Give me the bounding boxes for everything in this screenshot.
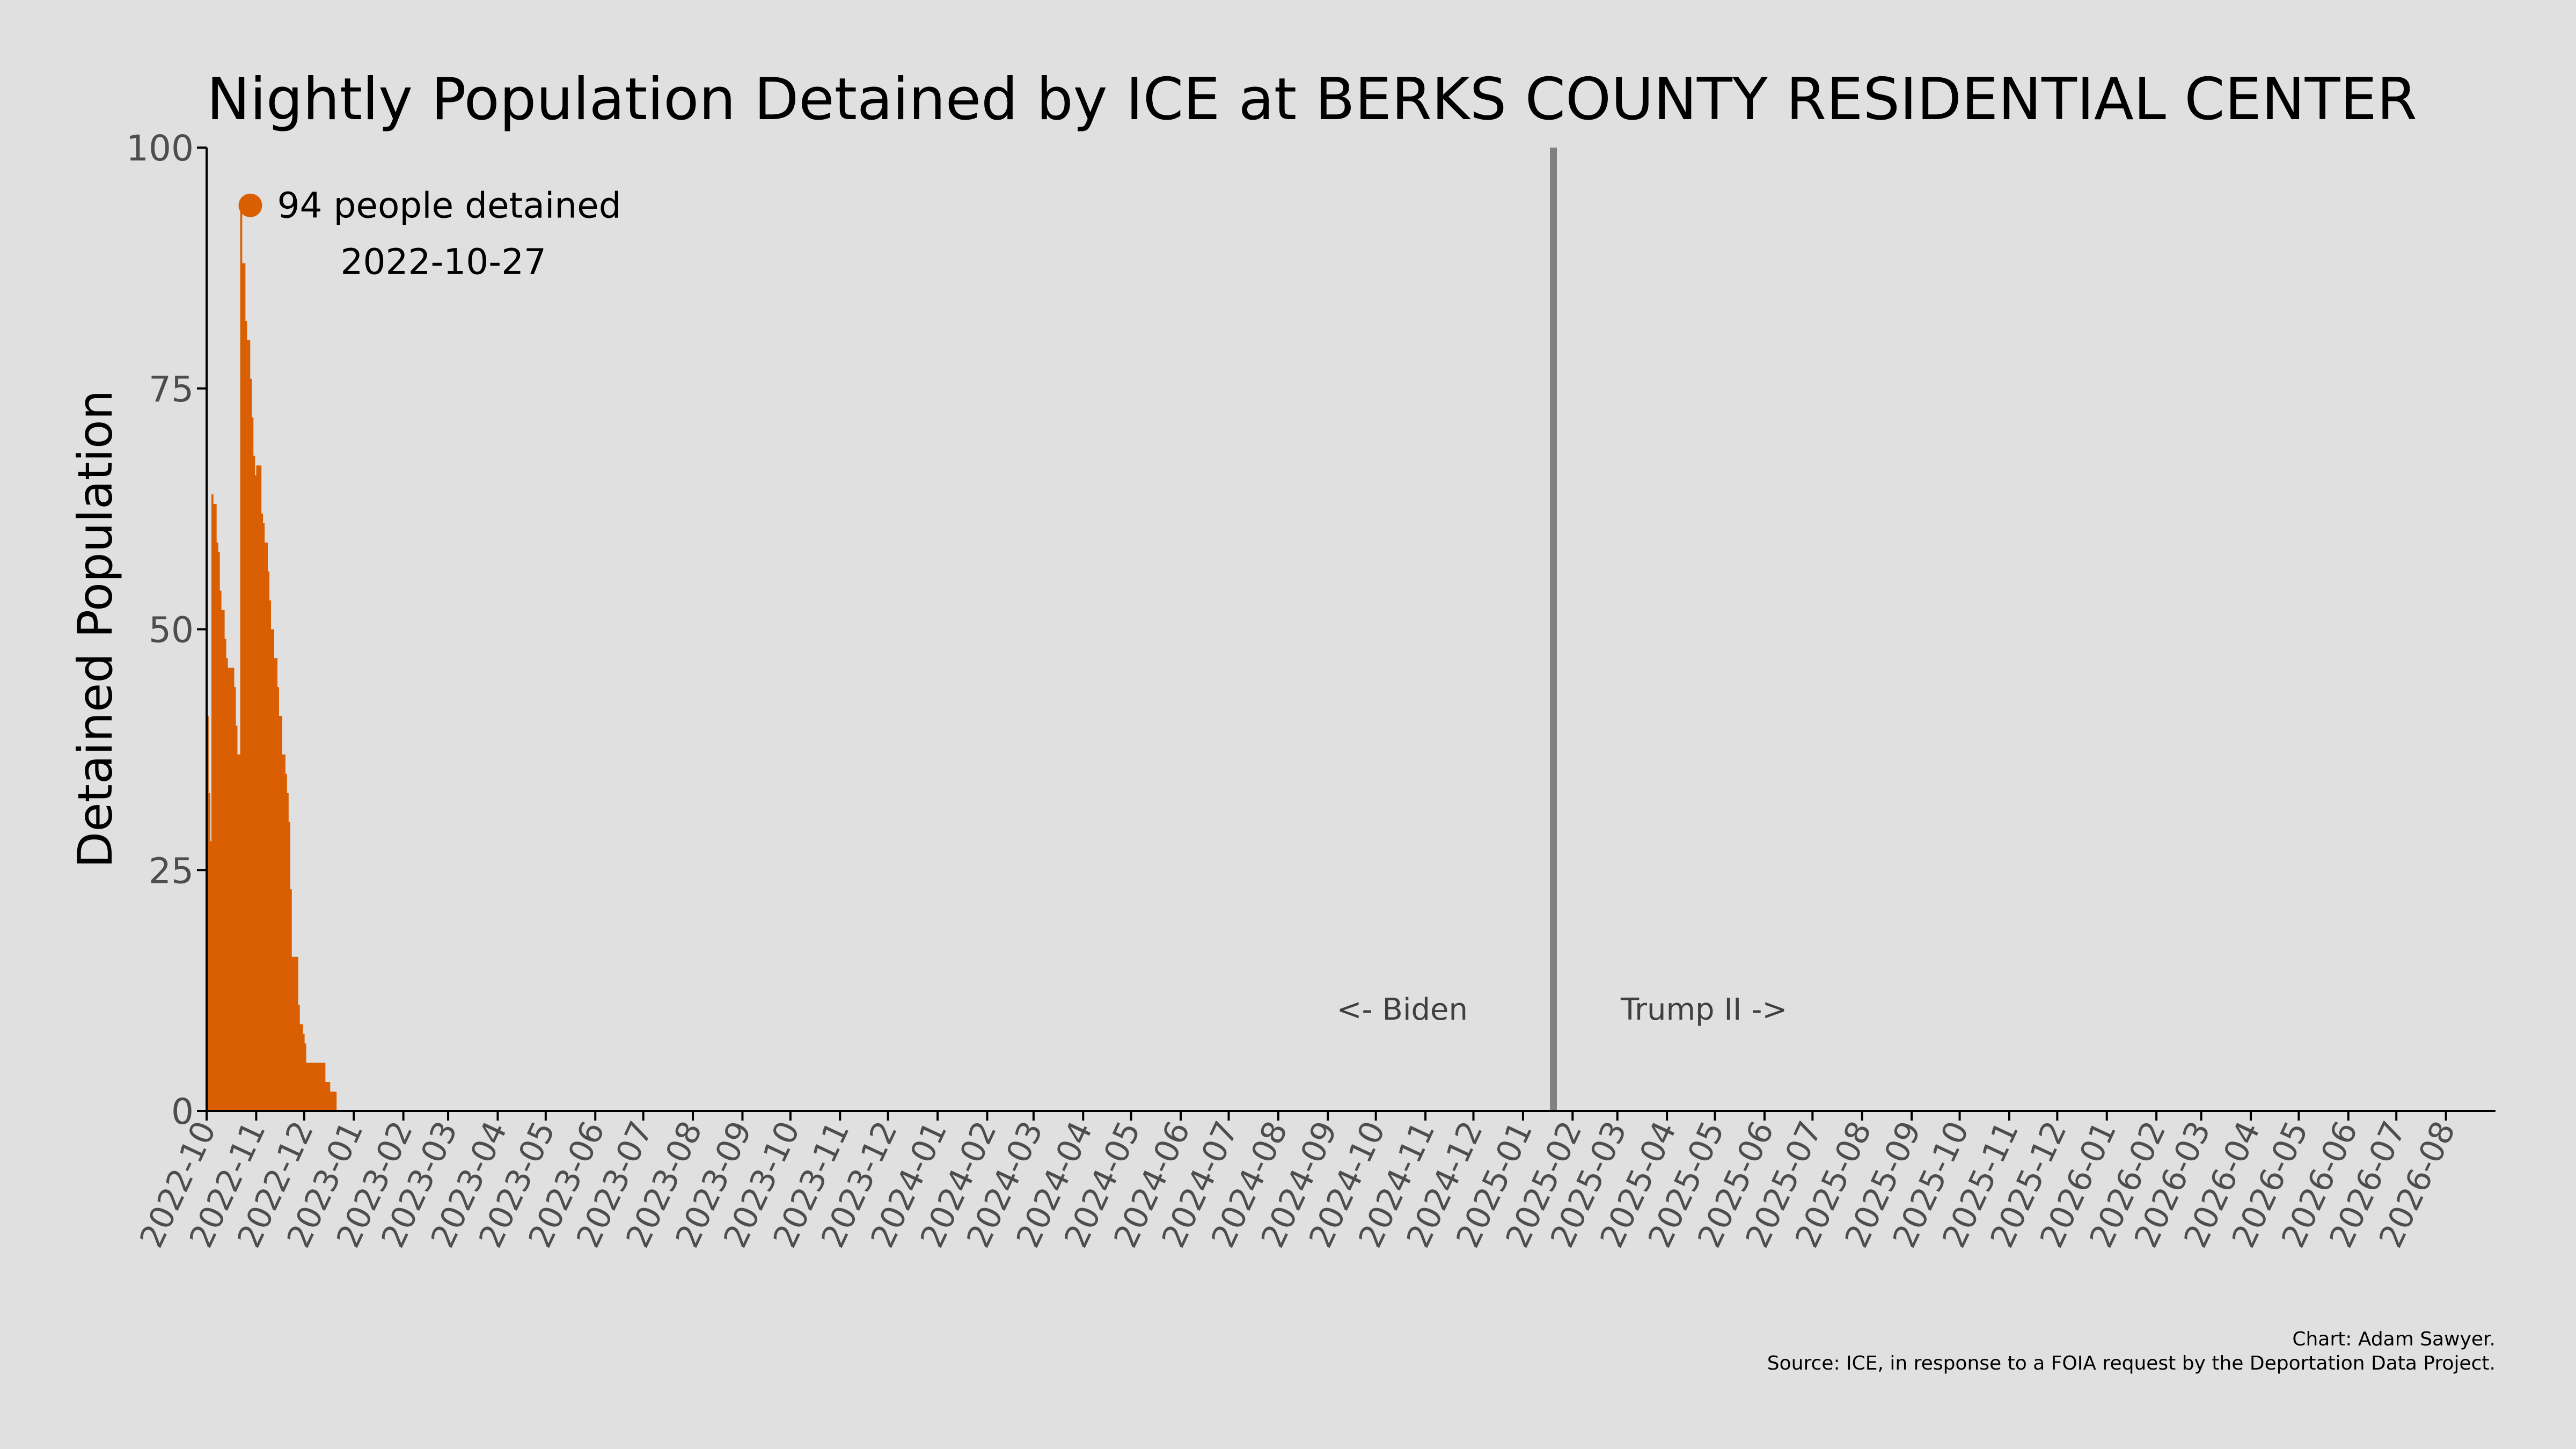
bar [334, 1092, 337, 1111]
bar [235, 726, 238, 1111]
peak-value-label: 94 people detained [277, 185, 621, 226]
bar [246, 340, 249, 1111]
bar [219, 590, 222, 1111]
bar [270, 629, 273, 1111]
bar [243, 263, 246, 1111]
bar [294, 956, 297, 1111]
bar [250, 378, 252, 1111]
bar [240, 205, 243, 1111]
peak-marker [238, 193, 262, 217]
bar [321, 1063, 324, 1111]
bar [225, 658, 228, 1111]
caption-author: Chart: Adam Sawyer. [2292, 1328, 2496, 1350]
bar [256, 465, 259, 1111]
x-ticks: 2022-102022-112022-122023-012023-022023-… [133, 1111, 2463, 1254]
bar [262, 523, 265, 1111]
bar [312, 1063, 314, 1111]
bar [224, 639, 226, 1111]
bar [272, 629, 274, 1111]
bar [302, 1034, 305, 1111]
bar [253, 456, 255, 1111]
bar [315, 1063, 318, 1111]
bar [237, 754, 239, 1111]
bar [211, 494, 214, 1111]
bar [227, 668, 230, 1111]
bar [214, 504, 217, 1111]
bar [208, 793, 210, 1111]
bar [320, 1063, 323, 1111]
bar [221, 610, 223, 1111]
bar [279, 716, 281, 1111]
bar [331, 1092, 334, 1111]
bar [269, 600, 272, 1111]
bar [230, 668, 233, 1111]
chart-title: Nightly Population Detained by ICE at BE… [207, 66, 2417, 133]
bar [267, 571, 270, 1111]
bar [328, 1082, 331, 1111]
bar [241, 263, 244, 1111]
bar [209, 841, 212, 1111]
bar [229, 668, 231, 1111]
bar [301, 1024, 303, 1111]
bar [217, 552, 220, 1111]
bar [333, 1092, 335, 1111]
bar [292, 956, 295, 1111]
bar [222, 610, 225, 1111]
bar [288, 822, 290, 1111]
y-axis-label: Detained Population [68, 390, 123, 868]
bar [310, 1063, 313, 1111]
bar [275, 658, 277, 1111]
bar [280, 716, 282, 1111]
bar [304, 1043, 306, 1111]
bar [248, 340, 251, 1111]
bar [330, 1092, 332, 1111]
y-tick-label: 75 [149, 369, 194, 410]
bar [259, 465, 262, 1111]
bar [297, 1005, 300, 1111]
bar [213, 504, 215, 1111]
bar [289, 889, 292, 1111]
y-tick-label: 25 [149, 850, 194, 891]
bar [233, 687, 236, 1111]
y-ticks: 0 25 50 75 100 [126, 128, 207, 1132]
bar [282, 754, 284, 1111]
bar [305, 1063, 308, 1111]
bar [258, 465, 260, 1111]
bar [318, 1063, 321, 1111]
bar [283, 754, 286, 1111]
y-tick-label: 100 [126, 128, 194, 169]
bar [264, 542, 267, 1111]
y-tick-label: 50 [149, 610, 194, 651]
bar [287, 793, 289, 1111]
bar [238, 754, 241, 1111]
bar [232, 668, 235, 1111]
peak-date-label: 2022-10-27 [340, 241, 546, 283]
bar [251, 417, 254, 1111]
bar [266, 542, 268, 1111]
bar [245, 321, 247, 1111]
bar [317, 1063, 319, 1111]
bar [285, 773, 287, 1111]
bar [296, 956, 298, 1111]
bar [299, 1024, 302, 1111]
bar [261, 514, 264, 1111]
biden-era-label: <- Biden [1337, 992, 1468, 1027]
bar [216, 542, 218, 1111]
bar [291, 956, 294, 1111]
bar [254, 475, 257, 1111]
bar [326, 1082, 329, 1111]
bar [313, 1063, 316, 1111]
y-tick-label: 0 [171, 1091, 194, 1132]
trump-era-label: Trump II -> [1620, 992, 1787, 1027]
bar [325, 1082, 327, 1111]
caption-source: Source: ICE, in response to a FOIA reque… [1767, 1352, 2496, 1374]
bar [323, 1063, 326, 1111]
bar [309, 1063, 311, 1111]
bars-group [207, 205, 337, 1111]
bar [274, 658, 276, 1111]
bar [277, 687, 279, 1111]
bar [307, 1063, 310, 1111]
